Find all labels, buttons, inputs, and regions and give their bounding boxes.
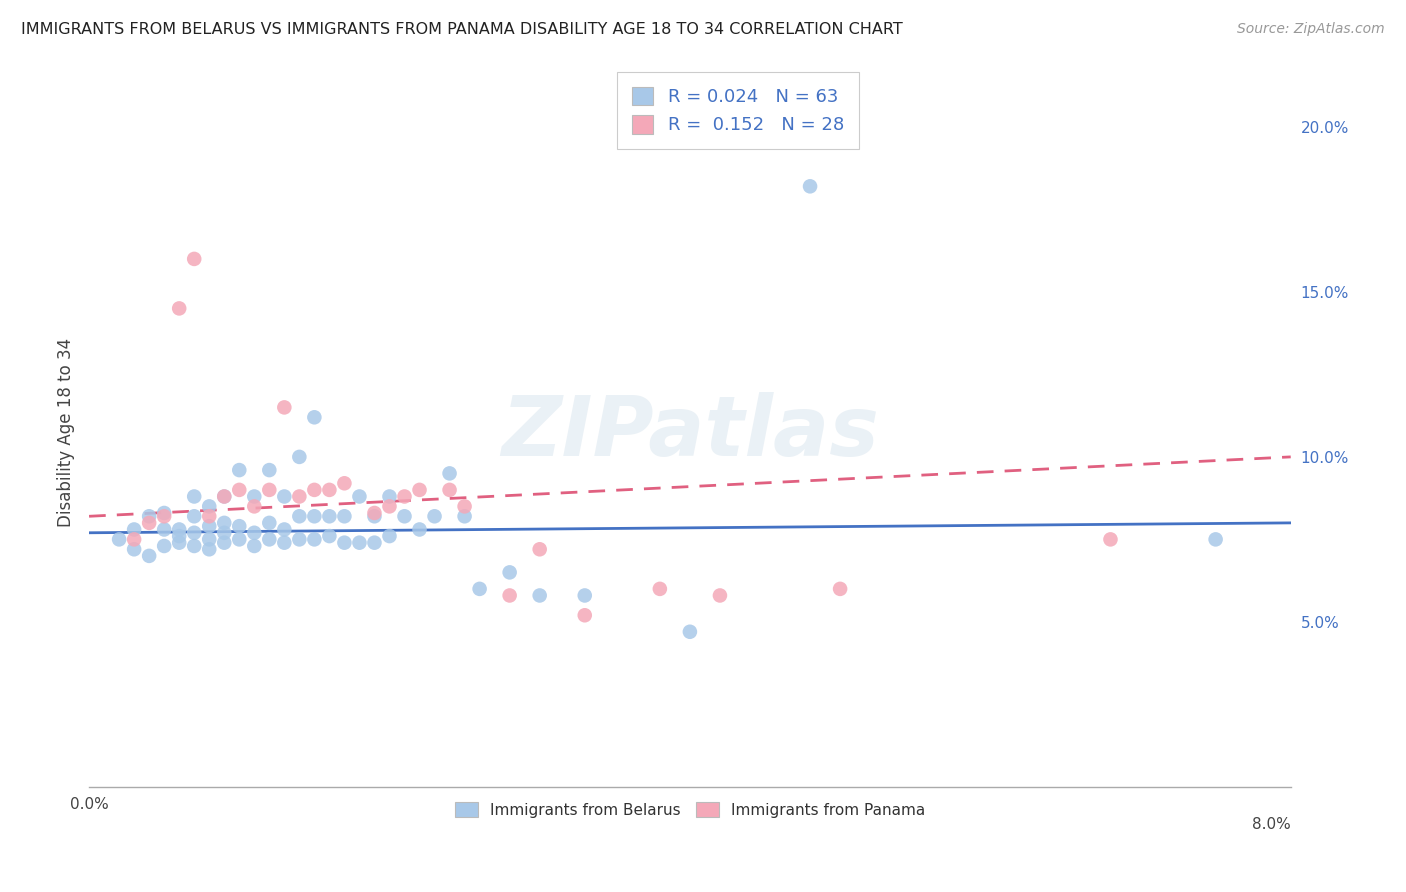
- Point: [138, 549, 160, 563]
- Point: [529, 542, 551, 557]
- Point: [304, 509, 326, 524]
- Point: [394, 490, 416, 504]
- Point: [122, 542, 145, 557]
- Text: IMMIGRANTS FROM BELARUS VS IMMIGRANTS FROM PANAMA DISABILITY AGE 18 TO 34 CORREL: IMMIGRANTS FROM BELARUS VS IMMIGRANTS FR…: [21, 22, 903, 37]
- Point: [333, 476, 356, 491]
- Point: [138, 509, 160, 524]
- Point: [167, 529, 190, 543]
- Point: [273, 401, 295, 415]
- Point: [498, 566, 520, 580]
- Point: [288, 450, 311, 464]
- Text: Source: ZipAtlas.com: Source: ZipAtlas.com: [1237, 22, 1385, 37]
- Point: [318, 509, 340, 524]
- Point: [799, 179, 821, 194]
- Text: ZIPatlas: ZIPatlas: [501, 392, 879, 473]
- Point: [574, 608, 596, 623]
- Point: [198, 542, 221, 557]
- Point: [243, 539, 266, 553]
- Point: [318, 529, 340, 543]
- Point: [288, 490, 311, 504]
- Point: [439, 467, 461, 481]
- Point: [183, 539, 205, 553]
- Point: [318, 483, 340, 497]
- Point: [228, 463, 250, 477]
- Point: [198, 519, 221, 533]
- Point: [288, 509, 311, 524]
- Point: [243, 500, 266, 514]
- Point: [212, 525, 235, 540]
- Point: [574, 589, 596, 603]
- Point: [1205, 533, 1227, 547]
- Point: [363, 509, 385, 524]
- Point: [228, 519, 250, 533]
- Point: [198, 533, 221, 547]
- Point: [122, 533, 145, 547]
- Point: [709, 589, 731, 603]
- Point: [333, 509, 356, 524]
- Point: [243, 525, 266, 540]
- Point: [212, 535, 235, 549]
- Point: [273, 535, 295, 549]
- Point: [378, 529, 401, 543]
- Point: [408, 523, 430, 537]
- Point: [153, 509, 176, 524]
- Point: [453, 500, 475, 514]
- Point: [288, 533, 311, 547]
- Point: [453, 509, 475, 524]
- Point: [259, 533, 281, 547]
- Point: [648, 582, 671, 596]
- Point: [243, 490, 266, 504]
- Point: [468, 582, 491, 596]
- Point: [304, 483, 326, 497]
- Point: [183, 252, 205, 266]
- Point: [228, 483, 250, 497]
- Point: [228, 533, 250, 547]
- Point: [498, 589, 520, 603]
- Point: [183, 509, 205, 524]
- Point: [259, 516, 281, 530]
- Point: [153, 523, 176, 537]
- Point: [333, 535, 356, 549]
- Point: [108, 533, 131, 547]
- Point: [304, 533, 326, 547]
- Point: [212, 490, 235, 504]
- Point: [378, 490, 401, 504]
- Point: [273, 523, 295, 537]
- Point: [153, 506, 176, 520]
- Point: [167, 301, 190, 316]
- Point: [304, 410, 326, 425]
- Point: [830, 582, 852, 596]
- Point: [363, 535, 385, 549]
- Point: [183, 525, 205, 540]
- Point: [183, 490, 205, 504]
- Point: [167, 535, 190, 549]
- Point: [679, 624, 702, 639]
- Text: 8.0%: 8.0%: [1251, 817, 1291, 832]
- Point: [363, 506, 385, 520]
- Point: [349, 535, 371, 549]
- Legend: Immigrants from Belarus, Immigrants from Panama: Immigrants from Belarus, Immigrants from…: [447, 794, 932, 825]
- Point: [198, 500, 221, 514]
- Point: [439, 483, 461, 497]
- Point: [423, 509, 446, 524]
- Point: [212, 490, 235, 504]
- Point: [1099, 533, 1122, 547]
- Point: [378, 500, 401, 514]
- Y-axis label: Disability Age 18 to 34: Disability Age 18 to 34: [58, 337, 75, 526]
- Point: [273, 490, 295, 504]
- Point: [122, 523, 145, 537]
- Point: [212, 516, 235, 530]
- Point: [259, 463, 281, 477]
- Point: [259, 483, 281, 497]
- Point: [153, 539, 176, 553]
- Point: [198, 509, 221, 524]
- Point: [138, 516, 160, 530]
- Point: [167, 523, 190, 537]
- Point: [349, 490, 371, 504]
- Point: [408, 483, 430, 497]
- Point: [529, 589, 551, 603]
- Point: [394, 509, 416, 524]
